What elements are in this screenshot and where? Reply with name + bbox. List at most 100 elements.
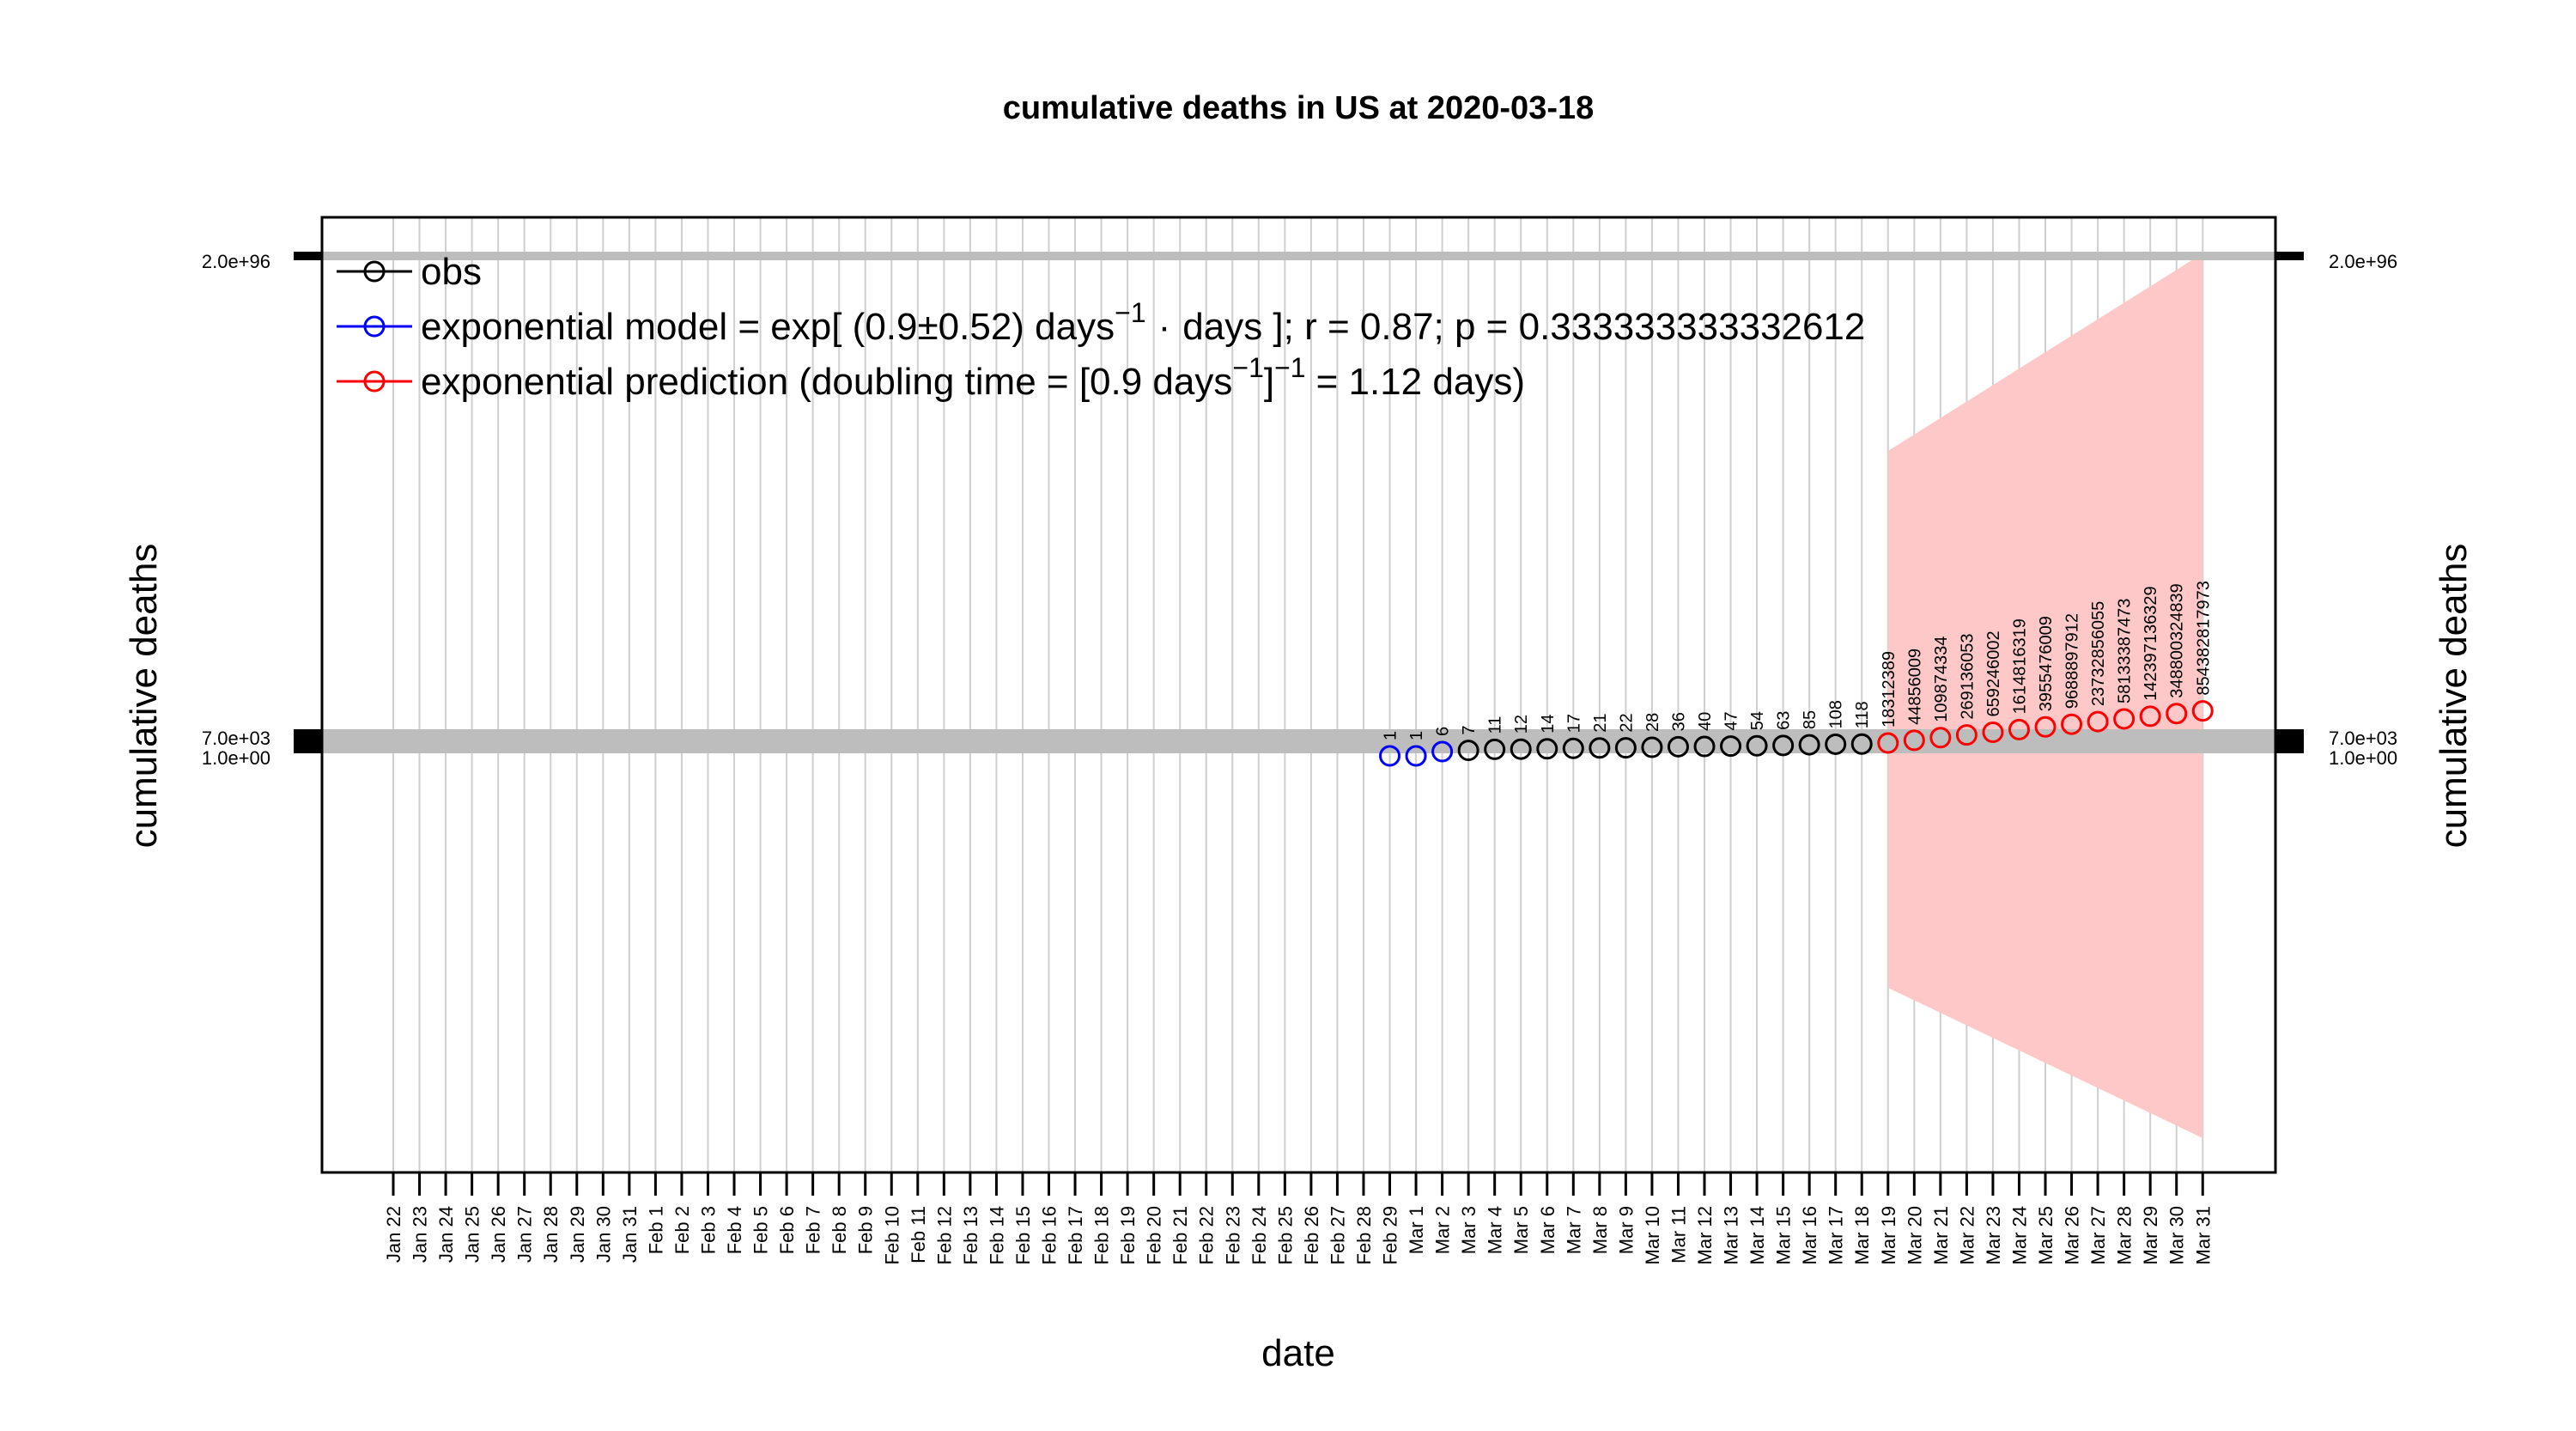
x-tick-label: Jan 22 [383, 1206, 404, 1263]
data-point [1510, 738, 1532, 760]
x-tick-label: Feb 1 [645, 1206, 666, 1254]
legend-label-prediction: exponential prediction (doubling time = … [421, 352, 1525, 403]
data-label: 54 [1748, 711, 1767, 730]
data-point [1614, 737, 1637, 759]
data-label: 108 [1827, 700, 1846, 728]
data-label: 109874334 [1932, 636, 1951, 722]
x-tick-label: Feb 20 [1144, 1206, 1165, 1265]
data-label: 854382817973 [2194, 581, 2213, 695]
x-tick-label: Feb 29 [1380, 1206, 1401, 1265]
data-point [1431, 740, 1454, 763]
y-tick-label-right-top: 2.0e+96 [2329, 251, 2397, 272]
x-tick-label: Mar 14 [1747, 1206, 1768, 1264]
data-point [2008, 718, 2030, 740]
data-point [2191, 700, 2214, 722]
x-tick-label: Feb 6 [776, 1206, 798, 1254]
y-axis-label-left: cumulative deaths [123, 544, 165, 849]
data-point [1693, 735, 1716, 758]
x-tick-label: Mar 30 [2166, 1206, 2188, 1264]
y-tick-right-top [2275, 252, 2304, 260]
x-tick-label: Mar 21 [1930, 1206, 1952, 1264]
x-tick-label: Feb 10 [881, 1206, 902, 1265]
x-tick-label: Feb 15 [1012, 1206, 1034, 1265]
x-tick-label: Jan 28 [540, 1206, 562, 1263]
data-label: 63 [1775, 711, 1794, 730]
y-axis-label-right: cumulative deaths [2433, 544, 2475, 849]
x-tick-label: Jan 25 [462, 1206, 483, 1263]
data-point [1903, 729, 1925, 752]
x-tick-label: Jan 30 [592, 1206, 614, 1263]
data-label: 142397136329 [2142, 586, 2160, 700]
data-point [2113, 708, 2136, 730]
x-tick-label: Mar 3 [1458, 1206, 1479, 1254]
x-tick-label: Feb 9 [855, 1206, 877, 1254]
x-tick-label: Feb 2 [671, 1206, 693, 1254]
legend-label-obs: obs [421, 251, 482, 293]
x-tick-label: Jan 29 [567, 1206, 588, 1263]
x-tick-label: Mar 29 [2140, 1206, 2161, 1264]
x-tick-label: Mar 1 [1406, 1206, 1427, 1254]
legend-item-prediction: exponential prediction (doubling time = … [337, 352, 1525, 403]
data-label: 12 [1512, 715, 1531, 734]
data-label: 23732856055 [2089, 601, 2108, 706]
data-point [1982, 722, 2004, 744]
data-labels: 1 1 6 7 11 12 14 17 21 22 28 36 40 47 54 63 85 108 118 1831… [1382, 581, 2214, 740]
x-tick-label: Feb 12 [933, 1206, 955, 1265]
data-label: 22 [1617, 713, 1636, 732]
y-tick-label-left-lower: 1.0e+00 [202, 747, 270, 769]
x-tick-label: Feb 25 [1274, 1206, 1296, 1265]
x-tick-label: Mar 24 [2008, 1206, 2030, 1264]
data-point [1772, 734, 1795, 757]
data-label: 3955476009 [2037, 616, 2056, 711]
x-tick-label: Jan 27 [514, 1206, 536, 1263]
x-tick-label: Mar 11 [1668, 1206, 1689, 1264]
x-tick-label: Mar 23 [1983, 1206, 2004, 1264]
x-tick-label: Jan 23 [410, 1206, 431, 1263]
confidence-band-layer [1887, 253, 2203, 1138]
x-tick-label: Feb 11 [908, 1206, 929, 1264]
x-tick-label: Mar 28 [2114, 1206, 2136, 1264]
data-point [1379, 745, 1401, 767]
data-label: 17 [1564, 714, 1583, 733]
data-point [1457, 740, 1479, 762]
x-tick-label: Feb 23 [1222, 1206, 1243, 1265]
x-tick-label: Mar 2 [1432, 1206, 1454, 1254]
x-tick-label: Mar 19 [1878, 1206, 1899, 1264]
data-label: 44856009 [1905, 649, 1924, 725]
x-tick-label: Feb 3 [697, 1206, 719, 1254]
x-tick-label: Feb 27 [1327, 1206, 1348, 1265]
data-point [1825, 733, 1847, 755]
x-tick-label: Mar 22 [1956, 1206, 1978, 1264]
data-label: 659246002 [1984, 630, 2003, 716]
data-label: 1614816319 [2010, 618, 2029, 714]
data-point [1955, 724, 1978, 746]
x-tick-label: Feb 14 [986, 1206, 1007, 1265]
chart-title: cumulative deaths in US at 2020-03-18 [1003, 90, 1595, 126]
x-tick-label: Mar 18 [1851, 1206, 1873, 1264]
x-tick-label: Mar 17 [1826, 1206, 1847, 1264]
data-label: 14 [1539, 715, 1558, 734]
data-label: 58133387473 [2116, 599, 2135, 703]
data-point [2087, 710, 2109, 733]
x-tick-label: Feb 21 [1170, 1206, 1191, 1265]
y-tick-label-right-lower: 1.0e+00 [2329, 747, 2397, 769]
data-label: 9688897912 [2063, 613, 2082, 709]
x-tick-label: Mar 13 [1721, 1206, 1742, 1264]
y-tick-left-band [294, 729, 322, 753]
data-point [1667, 735, 1689, 758]
x-tick-label: Mar 9 [1615, 1206, 1637, 1254]
data-point [1405, 745, 1427, 767]
x-tick-label: Feb 17 [1065, 1206, 1086, 1265]
x-tick-label: Mar 16 [1799, 1206, 1820, 1264]
data-label: 36 [1669, 712, 1688, 731]
x-tick-label: Feb 7 [803, 1206, 824, 1254]
x-tick-label: Mar 10 [1642, 1206, 1663, 1264]
x-tick-label: Feb 13 [960, 1206, 981, 1265]
x-tick-label: Mar 26 [2062, 1206, 2083, 1264]
x-tick-label: Feb 4 [724, 1206, 745, 1254]
data-label: 11 [1486, 716, 1505, 734]
y-tick-label-right-upper: 7.0e+03 [2329, 728, 2397, 749]
x-tick-label: Mar 5 [1510, 1206, 1532, 1254]
data-point [1484, 738, 1506, 760]
